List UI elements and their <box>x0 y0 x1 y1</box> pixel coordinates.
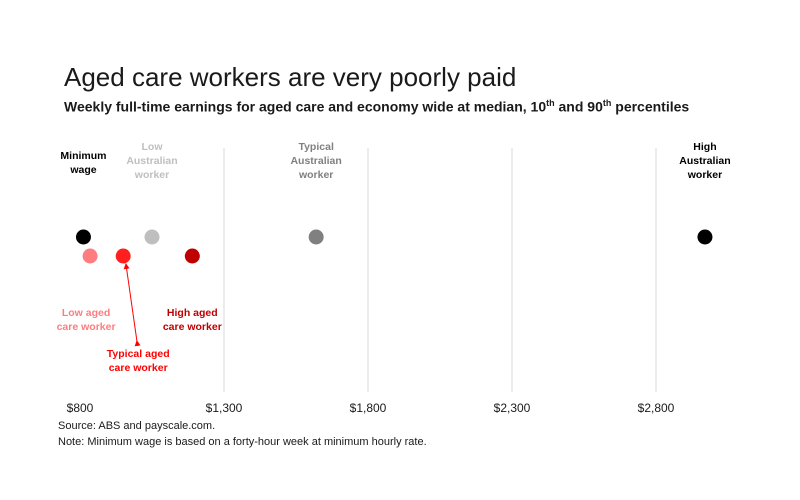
chart-subtitle: Weekly full-time earnings for aged care … <box>64 98 689 115</box>
subtitle-part-b: and 90 <box>554 98 603 115</box>
dot-typical-australian <box>308 229 324 245</box>
subtitle-part-a: Weekly full-time earnings for aged care … <box>64 98 547 115</box>
subtitle-sup-2: th <box>602 98 612 108</box>
dot-low-australian <box>144 229 160 245</box>
label-low-australian: Low Australian worker <box>126 141 177 181</box>
x-tick-label: $800 <box>67 401 94 415</box>
label-high-australian: High Australian worker <box>679 141 730 181</box>
chart-title: Aged care workers are very poorly paid <box>64 62 517 92</box>
dot-high-australian <box>697 229 713 245</box>
x-tick-label: $1,800 <box>350 401 387 415</box>
label-typical-aged-care: Typical aged care worker <box>107 348 170 374</box>
label-typical-australian: Typical Australian worker <box>290 141 341 181</box>
label-minimum-wage: Minimum wage <box>60 150 106 176</box>
method-note: Note: Minimum wage is based on a forty-h… <box>58 436 427 448</box>
subtitle-part-c: percentiles <box>611 98 690 115</box>
x-tick-label: $2,300 <box>494 401 531 415</box>
dot-low-aged-care <box>82 248 98 264</box>
dot-typical-aged-care <box>115 248 131 264</box>
dot-minimum-wage <box>75 229 91 245</box>
chart-footer: Source: ABS and payscale.com. Note: Mini… <box>58 418 427 450</box>
source-note: Source: ABS and payscale.com. <box>58 420 216 432</box>
x-tick-label: $1,300 <box>206 401 243 415</box>
x-tick-label: $2,800 <box>638 401 675 415</box>
subtitle-sup-1: th <box>546 98 555 108</box>
dot-high-aged-care <box>184 248 200 264</box>
typical-aged-care-arrow <box>123 263 141 347</box>
label-low-aged-care: Low aged care worker <box>57 307 116 333</box>
label-high-aged-care: High aged care worker <box>163 307 222 333</box>
